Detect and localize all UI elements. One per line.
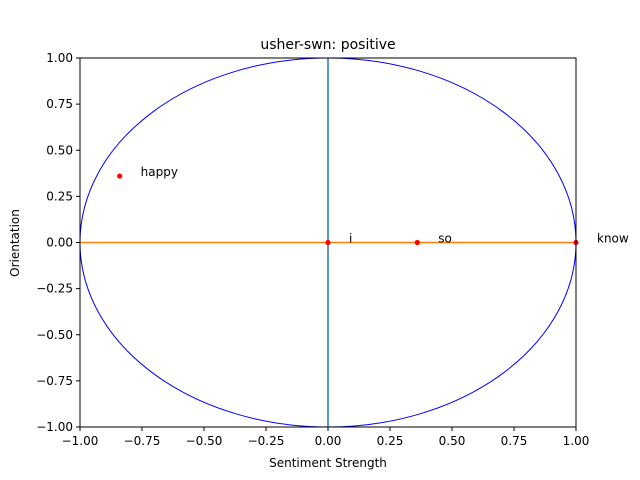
y-tick-label: −1.00 [36,420,73,434]
x-tick-label: −0.75 [124,434,161,448]
y-tick-label: −0.50 [36,328,73,342]
x-tick-label: −0.25 [248,434,285,448]
y-tick-label: 0.50 [46,143,73,157]
y-axis-label: Orientation [8,209,22,277]
data-point-happy [117,173,123,179]
x-axis-label: Sentiment Strength [269,456,387,470]
chart-title: usher-swn: positive [260,37,395,53]
data-point-so [414,239,420,246]
data-point-i [325,239,331,246]
x-tick-label: 0.75 [501,434,528,448]
y-tick-label: 0.00 [46,236,73,250]
y-tick-label: 0.25 [46,189,73,203]
point-label-i: i [349,232,352,246]
point-label-happy: happy [141,165,178,179]
y-tick-label: −0.75 [36,374,73,388]
y-tick-label: 1.00 [46,51,73,65]
plot-area: happy i so know −1.00 −0.75 −0.50 −0.25 0.00 0.25… [36,51,629,448]
x-tick-label: 1.00 [563,434,590,448]
point-label-so: so [438,232,452,246]
x-tick-label: 0.00 [315,434,342,448]
x-tick-label: −1.00 [62,434,99,448]
x-tick-label: −0.50 [186,434,223,448]
point-label-know: know [597,232,629,246]
y-tick-label: 0.75 [46,97,73,111]
x-tick-label: 0.50 [439,434,466,448]
x-tick-label: 0.25 [377,434,404,448]
y-tick-label: −0.25 [36,282,73,296]
